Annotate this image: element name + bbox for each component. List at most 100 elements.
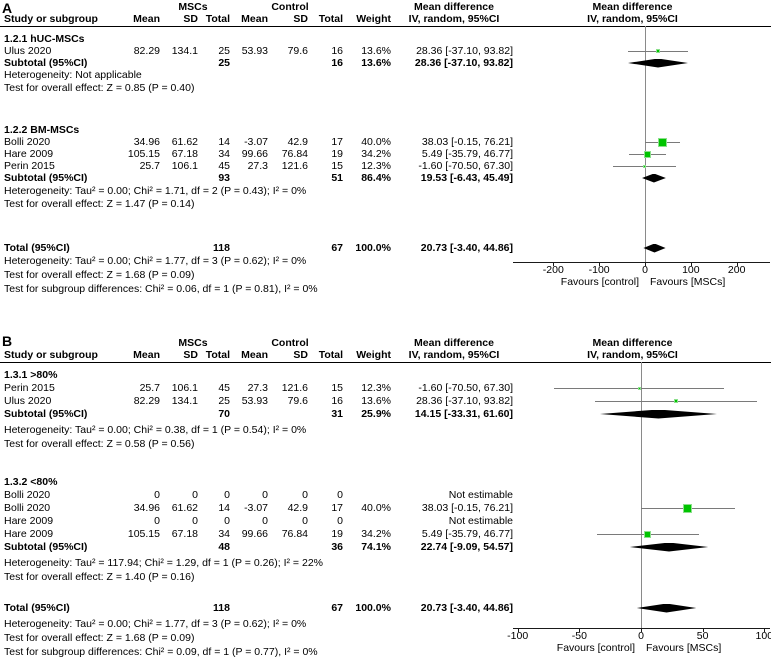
col-header-msc-total: Total (205, 13, 230, 25)
mean-difference-ci-text: 5.49 [-35.79, 46.77] (421, 148, 513, 160)
msc-mean-value: 0 (154, 489, 160, 501)
axis-tick-label: 200 (727, 264, 746, 276)
msc-mean-value: 34.96 (133, 136, 160, 148)
subtotal-row: Subtotal (95%CI) 48 36 74.1% 22.74 [-9.09, 5… (0, 541, 771, 553)
axis-tick (641, 628, 642, 632)
control-sd-value: 0 (302, 489, 308, 501)
point-estimate-marker (683, 503, 693, 513)
heterogeneity-note: Heterogeneity: Not applicable (4, 69, 142, 81)
panel-a-label: A (2, 0, 13, 16)
axis-tick-label: -100 (507, 630, 529, 642)
study-row: Hare 2009 0 0 0 0 0 0 Not estimable (0, 515, 771, 527)
col-header-control-sd: SD (293, 13, 308, 25)
control-mean-value: 0 (262, 489, 268, 501)
msc-sd-value: 61.62 (171, 136, 198, 148)
weight-value: 13.6% (361, 395, 391, 407)
weight-value: 13.6% (361, 45, 391, 57)
study-row: Ulus 2020 82.29 134.1 25 53.93 79.6 16 13.6% 28.… (0, 395, 771, 407)
axis-tick-label: -200 (542, 264, 564, 276)
weight-value: 34.2% (361, 148, 391, 160)
subgroup-title: 1.2.1 hUC-MSCs (0, 33, 771, 45)
col-header-control-total: Total (318, 13, 343, 25)
control-mean-value: 99.66 (241, 528, 268, 540)
axis-tick-label: 0 (642, 264, 648, 276)
col-header-mean-difference-text: Mean difference IV, random, 95%CI (395, 337, 513, 361)
axis-tick-label: -50 (571, 630, 587, 642)
zero-effect-line (645, 26, 646, 262)
msc-total-value: 14 (218, 136, 230, 148)
axis-tick (690, 262, 692, 266)
control-sd-value: 76.84 (281, 528, 308, 540)
total-row: Total (95%CI) 118 67 100.0% 20.73 [-3.40, 44… (0, 242, 771, 254)
point-estimate-marker (673, 399, 678, 403)
axis-tick (702, 628, 704, 632)
axis-tick-label: -100 (588, 264, 610, 276)
axis-tick (553, 262, 555, 266)
md-header-line1: Mean difference (414, 1, 494, 13)
msc-sd-value: 134.1 (171, 45, 198, 57)
study-row-label: Bolli 2020 (4, 136, 51, 148)
col-header-weight: Weight (356, 13, 391, 25)
weight-value: 86.4% (361, 172, 391, 184)
control-mean-value: 0 (262, 515, 268, 527)
forest-panel-b: B MSCs Control Study or subgroup Mean SD… (0, 333, 771, 666)
md-header-line2: IV, random, 95%CI (408, 349, 500, 361)
study-row: Hare 2009 105.15 67.18 34 99.66 76.84 19 34.2% 5… (0, 148, 771, 160)
study-row-label: Perin 2015 (4, 382, 55, 394)
control-sd-value: 42.9 (287, 502, 308, 514)
plot-cell (513, 528, 771, 540)
col-header-msc-total: Total (205, 349, 230, 361)
subgroup-differences-note: Test for subgroup differences: Chi² = 0.… (4, 646, 318, 658)
axis-tick (579, 628, 581, 632)
weight-value: 74.1% (361, 541, 391, 553)
plot-cell (513, 408, 771, 420)
control-total-value: 16 (331, 57, 343, 69)
msc-total-value: 0 (224, 515, 230, 527)
mean-difference-ci-text: 19.53 [-6.43, 45.49] (420, 172, 513, 184)
study-row: Perin 2015 25.7 106.1 45 27.3 121.6 15 12.3% -1.… (0, 160, 771, 172)
md-header-line2: IV, random, 95%CI (587, 13, 678, 25)
study-row: Bolli 2020 0 0 0 0 0 0 Not estimable (0, 489, 771, 501)
control-group-header: Control (271, 1, 309, 13)
study-row: Bolli 2020 34.96 61.62 14 -3.07 42.9 17 40.0% 38… (0, 136, 771, 148)
control-total-value: 15 (331, 160, 343, 172)
msc-total-value: 118 (213, 602, 230, 614)
point-estimate-marker (656, 49, 660, 53)
plot-cell (513, 160, 771, 172)
subgroup-title-label: 1.2.2 BM-MSCs (4, 124, 80, 136)
axis-tick (736, 262, 738, 266)
col-header-msc-mean: Mean (133, 349, 160, 361)
control-total-value: 51 (331, 172, 343, 184)
subgroup-title: 1.3.1 >80% (0, 369, 771, 381)
study-row-label: Perin 2015 (4, 160, 55, 172)
mean-difference-ci-text: 28.36 [-37.10, 93.82] (416, 395, 513, 407)
plot-cell (513, 148, 771, 160)
favours-control-label: Favours [control] (556, 642, 635, 654)
plot-cell (513, 395, 771, 407)
study-row-label: Ulus 2020 (4, 45, 52, 57)
pooled-estimate-diamond (643, 243, 666, 253)
total-overall-effect-note: Test for overall effect: Z = 1.68 (P = 0… (4, 632, 195, 644)
subtotal-row: Subtotal (95%CI) 70 31 25.9% 14.15 [-33.31, … (0, 408, 771, 420)
study-row-label: Hare 2009 (4, 528, 54, 540)
msc-mean-value: 105.15 (127, 528, 160, 540)
overall-effect-note: Test for overall effect: Z = 0.85 (P = 0… (4, 82, 195, 94)
favours-mscs-label: Favours [MSCs] (646, 642, 722, 654)
plot-cell (513, 172, 771, 184)
mean-difference-ci-text: 38.03 [-0.15, 76.21] (421, 502, 513, 514)
point-estimate-marker (644, 150, 652, 158)
msc-total-value: 118 (213, 242, 230, 254)
study-row: Bolli 2020 34.96 61.62 14 -3.07 42.9 17 40.0% 38… (0, 502, 771, 514)
point-estimate-marker (642, 164, 646, 168)
control-mean-value: -3.07 (244, 136, 268, 148)
total-heterogeneity-note: Heterogeneity: Tau² = 0.00; Chi² = 1.77,… (4, 618, 307, 630)
panel-b-label: B (2, 333, 13, 349)
control-total-value: 67 (331, 602, 343, 614)
msc-sd-value: 134.1 (171, 395, 198, 407)
msc-total-value: 25 (218, 395, 230, 407)
point-estimate-marker (644, 530, 652, 538)
control-total-value: 31 (331, 408, 343, 420)
col-header-study: Study or subgroup (4, 349, 98, 361)
mean-difference-ci-text: 14.15 [-33.31, 61.60] (414, 408, 513, 420)
